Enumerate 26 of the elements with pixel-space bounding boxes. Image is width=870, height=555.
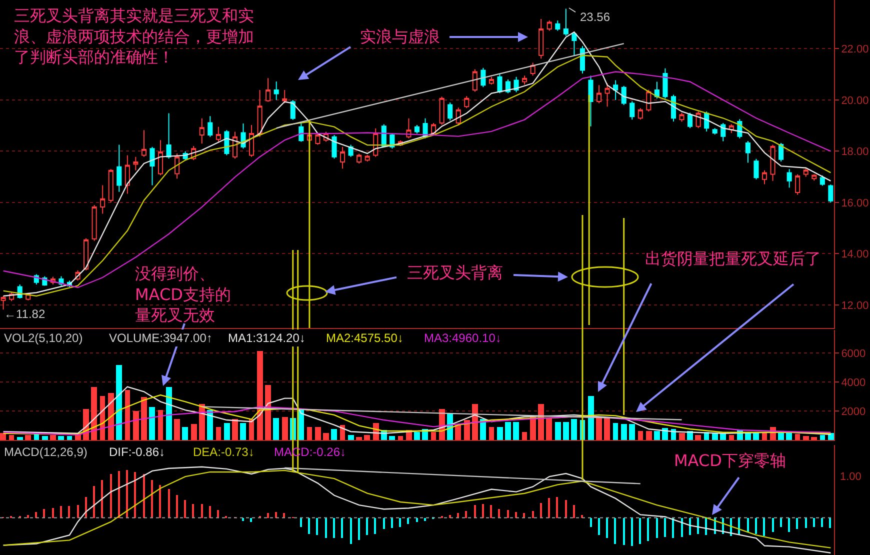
chart-title: VOL2(5,10,20) bbox=[4, 331, 83, 345]
y-tick-label: 4000 bbox=[841, 376, 866, 389]
annotation: ←11.82 bbox=[4, 307, 46, 321]
annotation: 出货阴量把量死叉延后了 bbox=[645, 249, 821, 268]
text: 1.00 bbox=[840, 471, 862, 483]
y-tick-label: 14.00 bbox=[841, 248, 869, 261]
annotation: 三死叉头背离其实就是三死叉和实浪、虚浪两项技术的结合，更增加了判断头部的准确性！ bbox=[14, 6, 254, 67]
y-tick-label: 20.00 bbox=[841, 94, 869, 107]
y-tick-label: 2000 bbox=[841, 406, 866, 418]
annotation: 实浪与虚浪 bbox=[360, 27, 440, 46]
y-tick-label: 6000 bbox=[841, 348, 866, 360]
y-tick-label: 12.00 bbox=[841, 300, 869, 312]
annotation: MACD下穿零轴 bbox=[674, 451, 786, 470]
annotation: 三死叉头背离 bbox=[407, 263, 503, 282]
text: MA2:4575.50↓ bbox=[326, 331, 404, 345]
series-label: VOLUME:3947.00↑ bbox=[109, 331, 212, 345]
text: MA3:4960.10↓ bbox=[424, 331, 502, 345]
chart-title: MACD(12,26,9) bbox=[4, 445, 88, 459]
text: MA1:3124.20↓ bbox=[228, 331, 306, 345]
y-tick-label: 18.00 bbox=[841, 146, 869, 158]
y-tick-label: 22.00 bbox=[841, 44, 869, 56]
annotation: 23.56 bbox=[580, 10, 610, 24]
series-label: DEA:-0.73↓ bbox=[193, 445, 254, 459]
series-label: DIF:-0.86↓ bbox=[109, 445, 166, 459]
y-tick-label: 16.00 bbox=[841, 197, 869, 210]
annotation: 没得到价、MACD支持的量死叉无效 bbox=[135, 264, 231, 325]
